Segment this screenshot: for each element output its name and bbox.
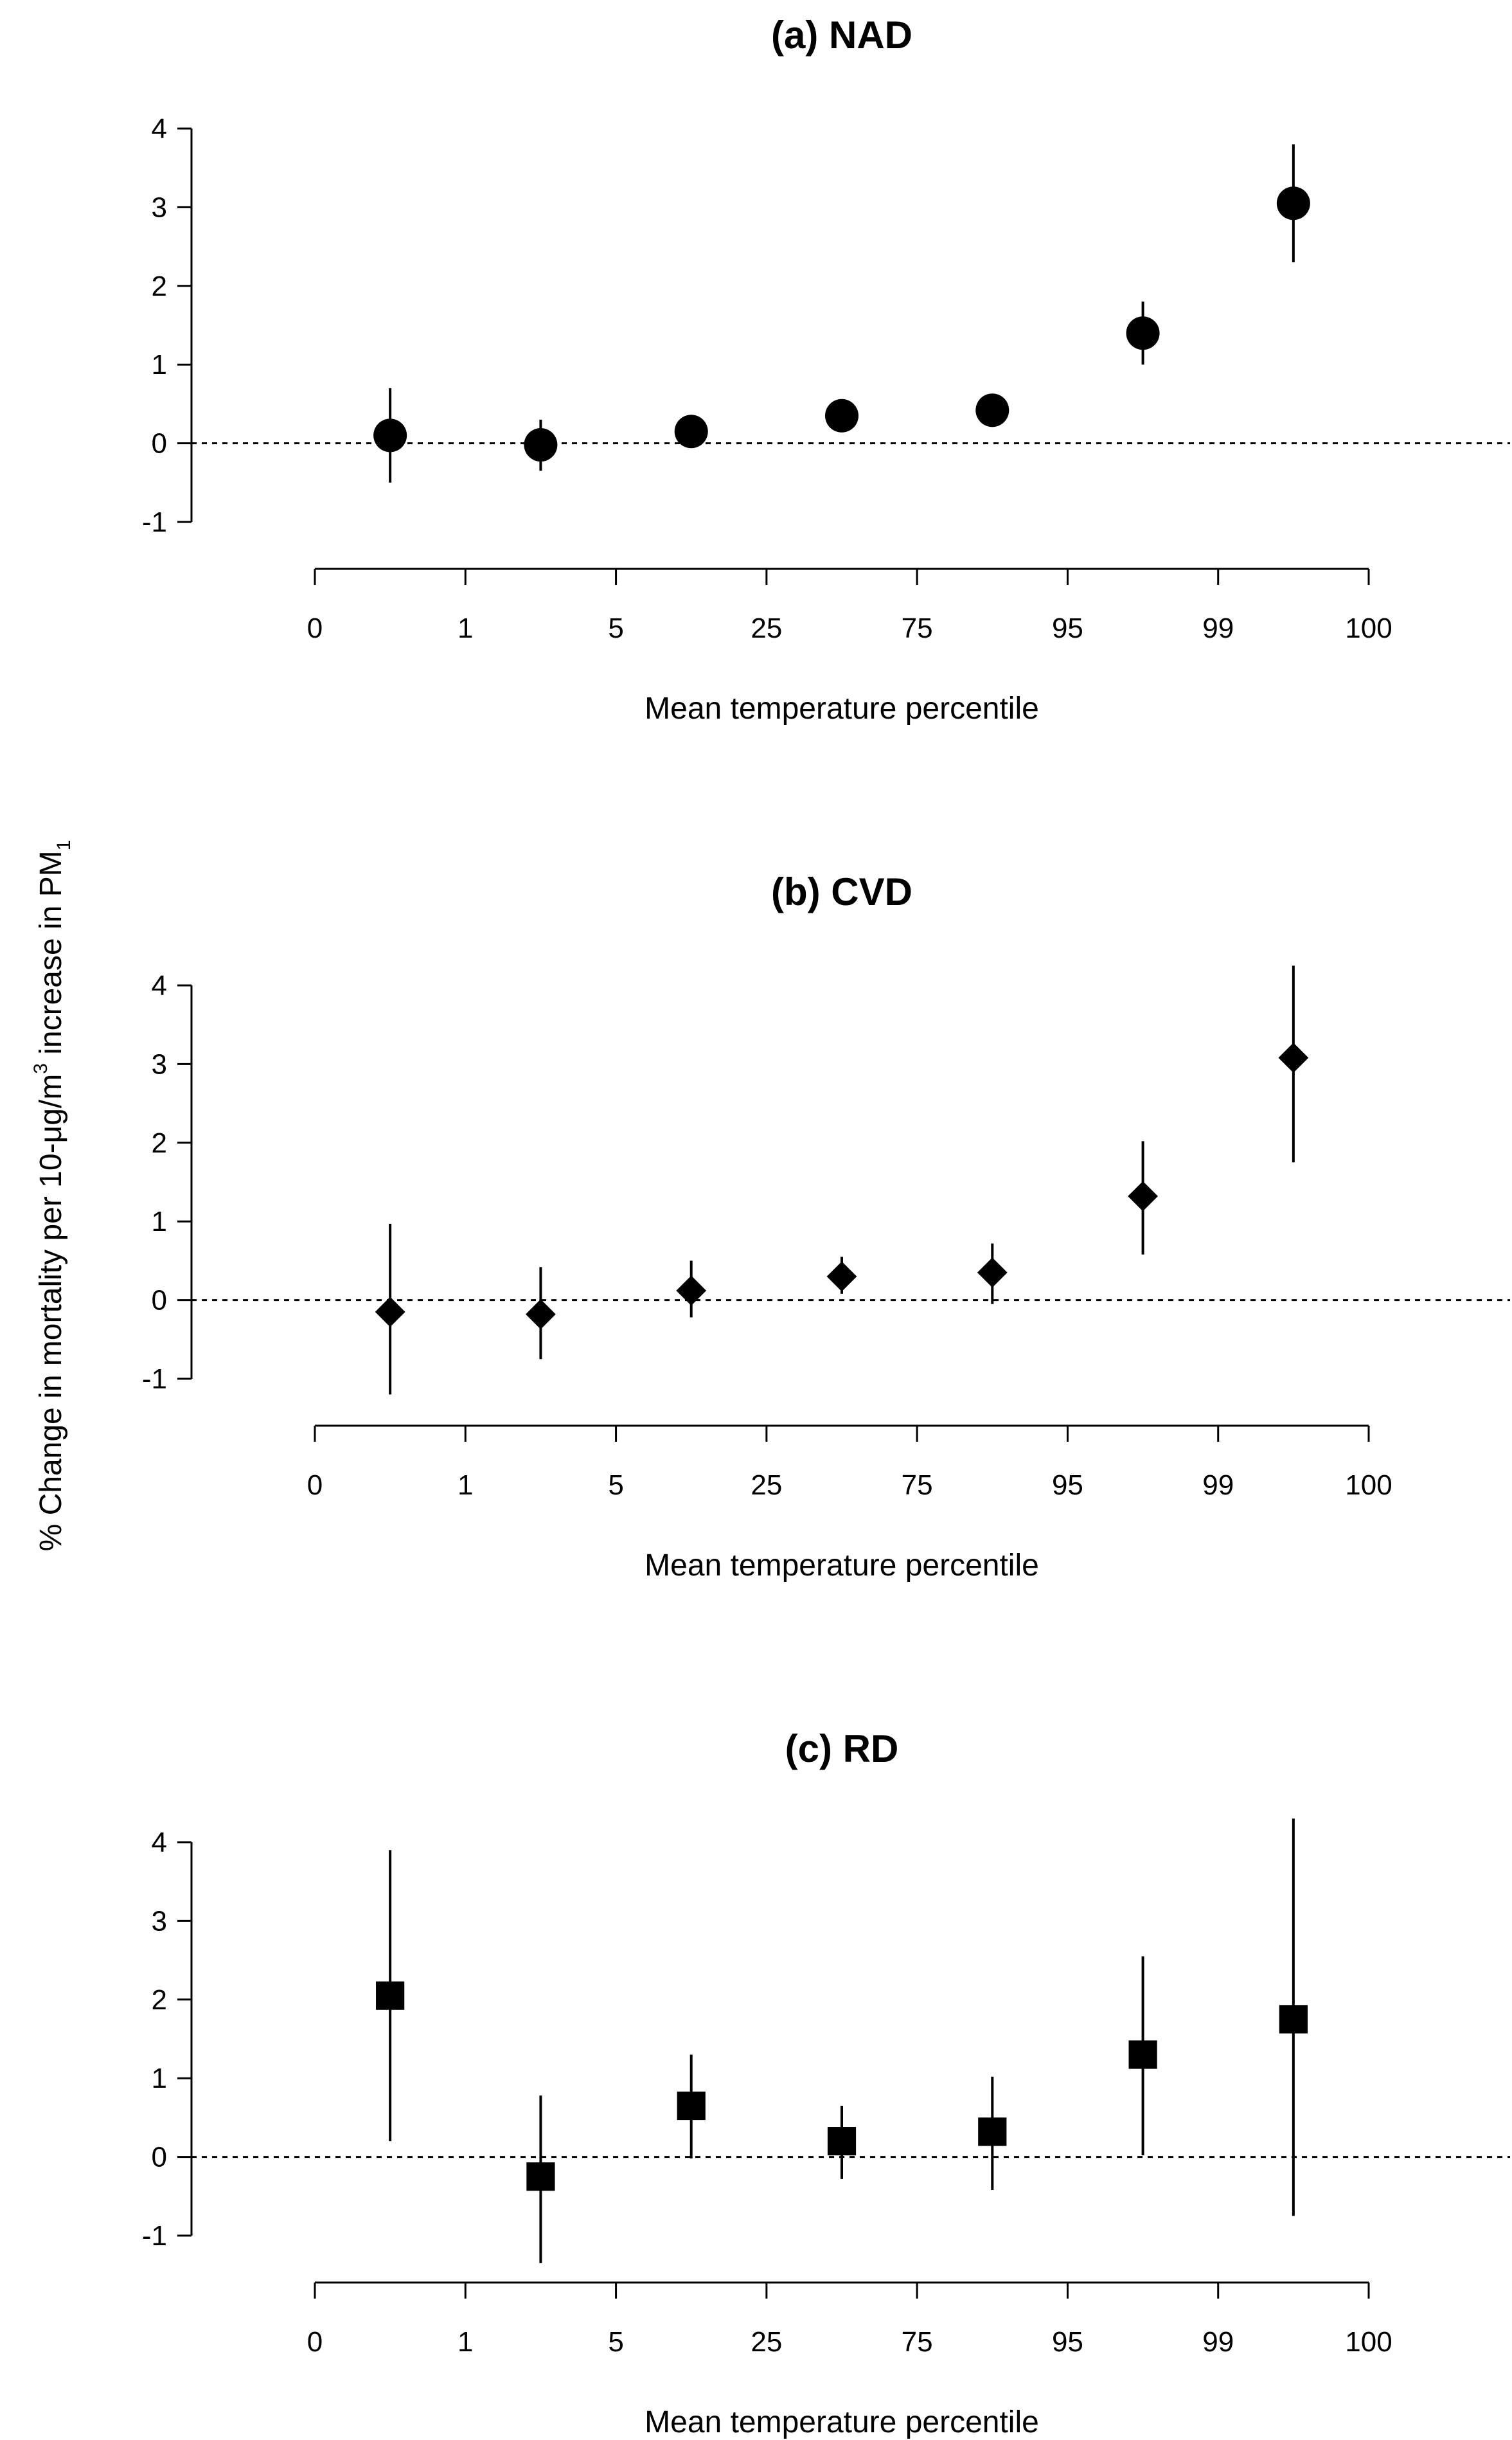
y-tick-label: -1 bbox=[142, 2220, 167, 2252]
y-tick-label: 4 bbox=[152, 113, 167, 145]
x-tick-label: 0 bbox=[307, 2326, 323, 2358]
data-point bbox=[975, 393, 1009, 427]
x-axis-label: Mean temperature percentile bbox=[645, 1548, 1039, 1583]
x-tick-label: 75 bbox=[902, 1469, 933, 1501]
y-tick-label: 3 bbox=[152, 1905, 167, 1937]
x-tick-label: 0 bbox=[307, 613, 323, 644]
data-point bbox=[524, 428, 558, 462]
y-tick-label: 0 bbox=[152, 1285, 167, 1316]
x-tick-label: 95 bbox=[1052, 2326, 1083, 2358]
data-point bbox=[676, 1275, 707, 1306]
x-axis-label: Mean temperature percentile bbox=[645, 692, 1039, 726]
x-tick-label: 95 bbox=[1052, 1469, 1083, 1501]
y-axis-label-subscript: 1 bbox=[53, 840, 75, 851]
x-tick-label: 5 bbox=[608, 2326, 623, 2358]
x-tick-label: 95 bbox=[1052, 613, 1083, 644]
y-tick-label: 4 bbox=[152, 970, 167, 1001]
y-axis-label: % Change in mortality per 10-μg/m3 incre… bbox=[30, 840, 75, 1552]
y-axis-label-middle: increase in PM bbox=[34, 850, 68, 1063]
y-tick-label: 2 bbox=[152, 1127, 167, 1159]
panel-2: (b) CVD -1 0 1 2 3 4 0 1 5 25 75 95 99 100 Mean tempera… bbox=[142, 870, 1510, 1583]
data-point bbox=[1276, 186, 1310, 220]
x-tick-label: 25 bbox=[751, 1469, 782, 1501]
data-point bbox=[677, 2091, 706, 2121]
x-axis-label: Mean temperature percentile bbox=[645, 2405, 1039, 2439]
x-tick-label: 25 bbox=[751, 613, 782, 644]
y-tick-label: 0 bbox=[152, 428, 167, 460]
x-tick-label: 99 bbox=[1202, 2326, 1234, 2358]
y-tick-label: -1 bbox=[142, 507, 167, 538]
data-point bbox=[978, 2117, 1007, 2146]
x-tick-label: 100 bbox=[1345, 1469, 1392, 1501]
y-tick-label: 1 bbox=[152, 1206, 167, 1237]
data-point bbox=[375, 1296, 405, 1327]
data-point bbox=[826, 1261, 857, 1292]
panel-3: (c) RD -1 0 1 2 3 4 0 1 5 25 75 95 99 100 Mean temperat… bbox=[142, 1727, 1510, 2439]
x-tick-label: 25 bbox=[751, 2326, 782, 2358]
y-axis-label-main: % Change in mortality per 10-μg/m bbox=[34, 1074, 68, 1552]
x-tick-label: 1 bbox=[458, 613, 473, 644]
y-tick-label: 0 bbox=[152, 2142, 167, 2173]
data-point bbox=[674, 415, 708, 449]
x-tick-label: 75 bbox=[902, 613, 933, 644]
x-tick-label: 5 bbox=[608, 613, 623, 644]
x-tick-label: 1 bbox=[458, 2326, 473, 2358]
data-point bbox=[526, 1299, 556, 1330]
data-point bbox=[1279, 2005, 1308, 2034]
x-tick-label: 75 bbox=[902, 2326, 933, 2358]
data-point bbox=[1128, 2040, 1157, 2069]
y-tick-label: 1 bbox=[152, 349, 167, 381]
panel-1: (a) NAD -1 0 1 2 3 4 0 1 5 25 75 95 99 100 Mean tempera… bbox=[142, 13, 1510, 726]
chart-title: (a) NAD bbox=[771, 13, 912, 57]
y-axis-label-superscript: 3 bbox=[30, 1063, 51, 1074]
data-point bbox=[977, 1257, 1008, 1288]
chart-title: (b) CVD bbox=[771, 870, 912, 913]
data-point bbox=[1128, 1181, 1158, 1212]
y-tick-label: 2 bbox=[152, 271, 167, 302]
data-point bbox=[376, 1981, 405, 2010]
x-tick-label: 100 bbox=[1345, 613, 1392, 644]
y-tick-label: 2 bbox=[152, 1984, 167, 2016]
data-point bbox=[1278, 1043, 1309, 1073]
data-point bbox=[825, 399, 858, 433]
data-point bbox=[373, 418, 407, 453]
x-tick-label: 0 bbox=[307, 1469, 323, 1501]
y-tick-label: 3 bbox=[152, 1048, 167, 1080]
x-tick-label: 99 bbox=[1202, 1469, 1234, 1501]
data-point bbox=[1126, 316, 1160, 350]
y-tick-label: 1 bbox=[152, 2063, 167, 2094]
y-tick-label: 4 bbox=[152, 1827, 167, 1858]
y-tick-label: -1 bbox=[142, 1363, 167, 1395]
x-tick-label: 5 bbox=[608, 1469, 623, 1501]
data-point bbox=[827, 2127, 857, 2156]
x-tick-label: 100 bbox=[1345, 2326, 1392, 2358]
data-point bbox=[526, 2162, 555, 2191]
x-tick-label: 1 bbox=[458, 1469, 473, 1501]
y-tick-label: 3 bbox=[152, 192, 167, 223]
x-tick-label: 99 bbox=[1202, 613, 1234, 644]
chart-title: (c) RD bbox=[785, 1727, 899, 1770]
